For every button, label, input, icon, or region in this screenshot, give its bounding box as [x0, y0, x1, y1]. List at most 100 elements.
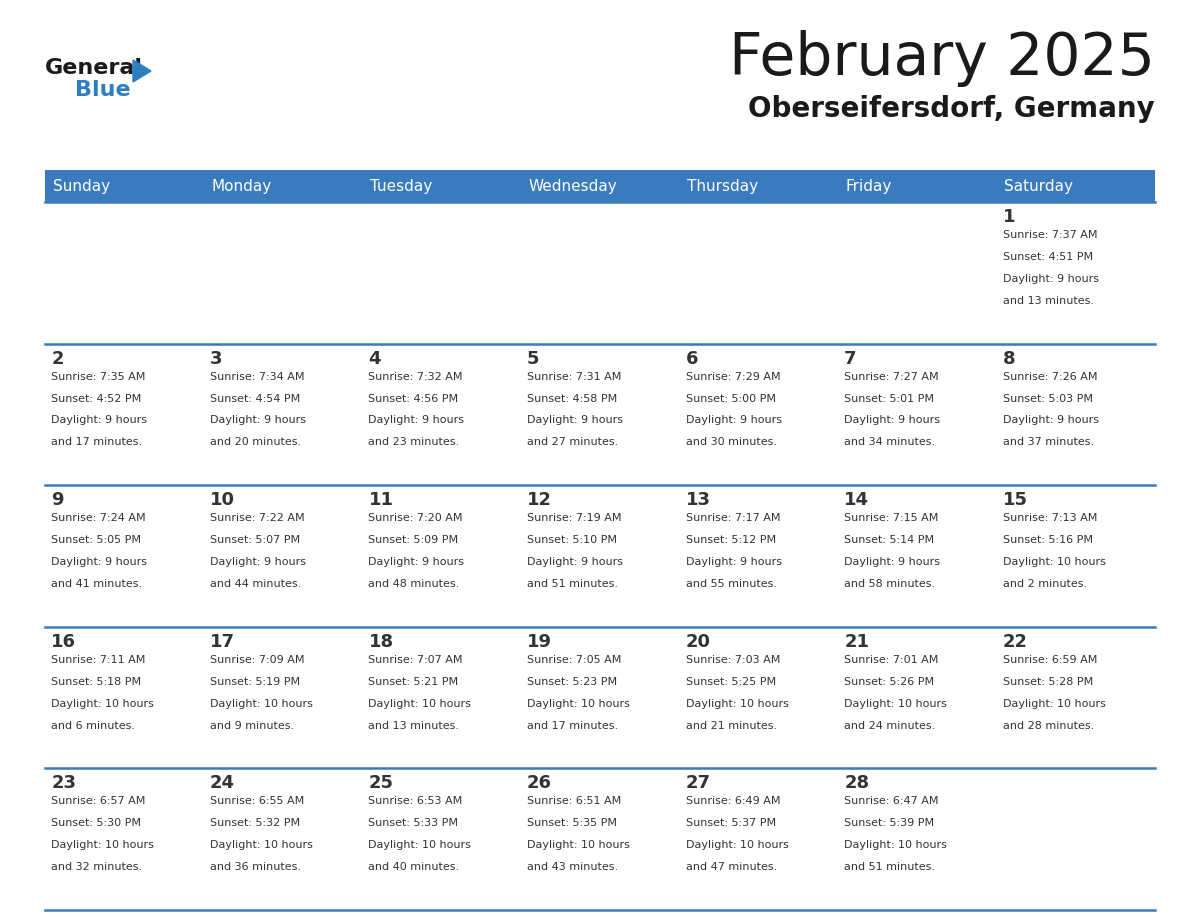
Text: and 58 minutes.: and 58 minutes.: [845, 579, 935, 589]
Bar: [838, 486, 997, 627]
Bar: [362, 768, 520, 910]
Text: Daylight: 10 hours: Daylight: 10 hours: [527, 699, 630, 709]
Text: Sunrise: 7:32 AM: Sunrise: 7:32 AM: [368, 372, 463, 382]
Text: Sunrise: 7:20 AM: Sunrise: 7:20 AM: [368, 513, 463, 523]
Text: Sunrise: 7:03 AM: Sunrise: 7:03 AM: [685, 655, 781, 665]
Text: Daylight: 10 hours: Daylight: 10 hours: [845, 699, 947, 709]
Text: Sunrise: 7:11 AM: Sunrise: 7:11 AM: [51, 655, 146, 665]
Text: Sunset: 5:37 PM: Sunset: 5:37 PM: [685, 818, 776, 828]
Text: and 37 minutes.: and 37 minutes.: [1003, 438, 1094, 447]
Text: Sunrise: 7:01 AM: Sunrise: 7:01 AM: [845, 655, 939, 665]
Text: Sunrise: 7:34 AM: Sunrise: 7:34 AM: [210, 372, 304, 382]
Text: Daylight: 10 hours: Daylight: 10 hours: [685, 840, 789, 850]
Text: Sunset: 5:21 PM: Sunset: 5:21 PM: [368, 677, 459, 687]
Text: and 51 minutes.: and 51 minutes.: [845, 862, 935, 872]
Text: and 36 minutes.: and 36 minutes.: [210, 862, 301, 872]
Text: and 28 minutes.: and 28 minutes.: [1003, 721, 1094, 731]
Text: Sunrise: 7:29 AM: Sunrise: 7:29 AM: [685, 372, 781, 382]
Text: Friday: Friday: [846, 178, 892, 194]
Text: 23: 23: [51, 775, 76, 792]
Text: 8: 8: [1003, 350, 1016, 367]
Text: 5: 5: [527, 350, 539, 367]
Text: Sunrise: 7:07 AM: Sunrise: 7:07 AM: [368, 655, 463, 665]
Bar: [362, 627, 520, 768]
Text: and 44 minutes.: and 44 minutes.: [210, 579, 302, 589]
Text: 22: 22: [1003, 633, 1028, 651]
Text: Sunrise: 7:05 AM: Sunrise: 7:05 AM: [527, 655, 621, 665]
Text: Daylight: 10 hours: Daylight: 10 hours: [368, 699, 472, 709]
Bar: [997, 627, 1155, 768]
Text: Sunday: Sunday: [53, 178, 110, 194]
Bar: [45, 202, 203, 343]
Text: 16: 16: [51, 633, 76, 651]
Text: 9: 9: [51, 491, 64, 509]
Text: 19: 19: [527, 633, 552, 651]
Text: and 21 minutes.: and 21 minutes.: [685, 721, 777, 731]
Text: and 48 minutes.: and 48 minutes.: [368, 579, 460, 589]
Text: Sunset: 5:03 PM: Sunset: 5:03 PM: [1003, 394, 1093, 404]
Text: Sunrise: 6:59 AM: Sunrise: 6:59 AM: [1003, 655, 1098, 665]
Bar: [520, 486, 680, 627]
Bar: [838, 627, 997, 768]
Text: Daylight: 9 hours: Daylight: 9 hours: [527, 557, 623, 567]
Text: Wednesday: Wednesday: [529, 178, 618, 194]
Bar: [997, 202, 1155, 343]
Text: Sunset: 5:09 PM: Sunset: 5:09 PM: [368, 535, 459, 545]
Text: 25: 25: [368, 775, 393, 792]
Text: 24: 24: [210, 775, 235, 792]
Text: and 13 minutes.: and 13 minutes.: [368, 721, 460, 731]
Bar: [997, 768, 1155, 910]
Text: Sunset: 4:56 PM: Sunset: 4:56 PM: [368, 394, 459, 404]
Bar: [838, 202, 997, 343]
Text: 6: 6: [685, 350, 699, 367]
Text: 12: 12: [527, 491, 552, 509]
Text: and 30 minutes.: and 30 minutes.: [685, 438, 777, 447]
Text: Sunrise: 6:57 AM: Sunrise: 6:57 AM: [51, 797, 146, 806]
Bar: [838, 343, 997, 486]
Text: 11: 11: [368, 491, 393, 509]
Bar: [362, 202, 520, 343]
Text: Sunset: 5:33 PM: Sunset: 5:33 PM: [368, 818, 459, 828]
Text: and 13 minutes.: and 13 minutes.: [1003, 296, 1094, 306]
Text: Daylight: 10 hours: Daylight: 10 hours: [368, 840, 472, 850]
Text: Blue: Blue: [75, 80, 131, 100]
Text: Sunset: 5:35 PM: Sunset: 5:35 PM: [527, 818, 617, 828]
Text: 27: 27: [685, 775, 710, 792]
Text: 15: 15: [1003, 491, 1028, 509]
Bar: [520, 768, 680, 910]
Bar: [45, 343, 203, 486]
Text: 28: 28: [845, 775, 870, 792]
Text: Daylight: 9 hours: Daylight: 9 hours: [368, 416, 465, 426]
Text: Sunrise: 7:24 AM: Sunrise: 7:24 AM: [51, 513, 146, 523]
Text: and 43 minutes.: and 43 minutes.: [527, 862, 618, 872]
Bar: [680, 343, 838, 486]
Bar: [997, 343, 1155, 486]
Text: Sunset: 5:00 PM: Sunset: 5:00 PM: [685, 394, 776, 404]
Text: Sunset: 5:30 PM: Sunset: 5:30 PM: [51, 818, 141, 828]
Text: Sunset: 5:05 PM: Sunset: 5:05 PM: [51, 535, 141, 545]
Text: Sunrise: 6:55 AM: Sunrise: 6:55 AM: [210, 797, 304, 806]
Text: Daylight: 9 hours: Daylight: 9 hours: [527, 416, 623, 426]
Bar: [362, 486, 520, 627]
Text: Sunset: 4:51 PM: Sunset: 4:51 PM: [1003, 252, 1093, 262]
Text: and 27 minutes.: and 27 minutes.: [527, 438, 618, 447]
Text: Sunset: 5:32 PM: Sunset: 5:32 PM: [210, 818, 301, 828]
Text: Sunset: 5:18 PM: Sunset: 5:18 PM: [51, 677, 141, 687]
Text: Daylight: 9 hours: Daylight: 9 hours: [1003, 416, 1099, 426]
Text: Sunrise: 7:27 AM: Sunrise: 7:27 AM: [845, 372, 939, 382]
Text: 4: 4: [368, 350, 381, 367]
Bar: [203, 202, 362, 343]
Text: Sunset: 5:19 PM: Sunset: 5:19 PM: [210, 677, 301, 687]
Text: and 9 minutes.: and 9 minutes.: [210, 721, 295, 731]
Text: and 6 minutes.: and 6 minutes.: [51, 721, 135, 731]
Text: Sunrise: 7:22 AM: Sunrise: 7:22 AM: [210, 513, 304, 523]
Text: Daylight: 10 hours: Daylight: 10 hours: [51, 840, 154, 850]
Text: Daylight: 10 hours: Daylight: 10 hours: [527, 840, 630, 850]
Bar: [203, 627, 362, 768]
Text: Daylight: 9 hours: Daylight: 9 hours: [845, 416, 940, 426]
Text: Sunset: 5:26 PM: Sunset: 5:26 PM: [845, 677, 934, 687]
Text: and 32 minutes.: and 32 minutes.: [51, 862, 143, 872]
Text: Sunrise: 7:19 AM: Sunrise: 7:19 AM: [527, 513, 621, 523]
Text: 7: 7: [845, 350, 857, 367]
Text: Sunrise: 6:47 AM: Sunrise: 6:47 AM: [845, 797, 939, 806]
